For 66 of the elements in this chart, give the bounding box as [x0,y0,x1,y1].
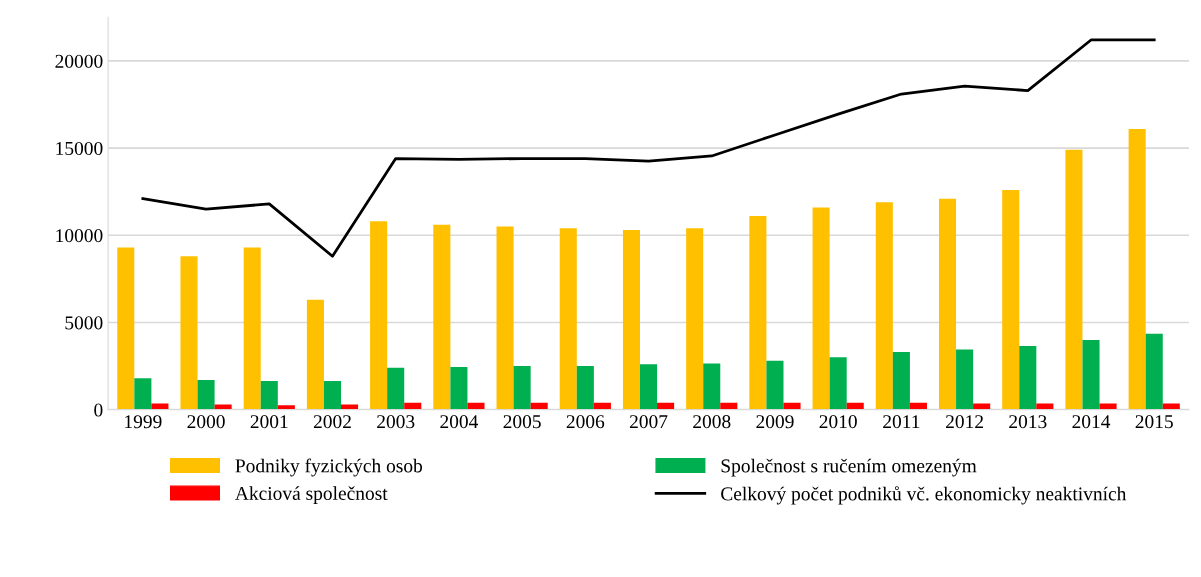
x-tick-label: 2007 [629,415,668,429]
bar [134,378,152,410]
x-tick-label: 1999 [125,415,162,429]
x-tick-label: 2001 [250,415,288,429]
bar [341,404,359,410]
x-tick-label: 2013 [1009,415,1047,429]
x-tick-label: 2002 [313,415,351,429]
bar [829,357,847,410]
bar [640,364,658,410]
y-tick-label: 0 [94,403,103,417]
bar [214,404,232,410]
line-series [141,38,1156,258]
legend-label: Podniky fyzických osob [235,458,423,477]
bar [1019,346,1037,410]
legend-label: Společnost s ručením omezeným [721,458,977,477]
bar [467,402,485,410]
x-tick-label: 2010 [819,415,857,429]
bar [812,207,830,410]
x-tick-label: 2004 [440,415,479,429]
bar [306,299,324,410]
bar [496,226,514,410]
x-tick-label: 2003 [377,415,415,429]
bar [875,202,893,410]
bar [433,224,451,410]
x-tick-label: 2014 [1072,415,1111,429]
bar [277,405,295,410]
legend-label: Celkový počet podniků vč. ekonomicky neaktivních [721,486,1127,505]
bar [1145,333,1163,410]
bar [766,360,784,410]
bar [703,363,721,410]
bar [749,216,767,410]
bar [559,228,577,410]
bar [387,367,405,410]
bar [513,366,531,410]
y-tick-label: 20000 [55,54,103,68]
bar [892,352,910,410]
x-tick-label: 2009 [756,415,794,429]
bar [197,380,215,410]
bar [180,256,198,410]
bar [370,221,388,410]
bar [1065,149,1083,410]
y-tick-label: 5000 [65,316,103,330]
x-tick-label: 2005 [503,415,541,429]
bar [1082,339,1100,410]
bar [117,247,135,410]
x-tick-label: 2012 [946,415,983,429]
bar [783,402,801,410]
x-tick-label: 2006 [566,415,605,429]
legend-label: Akciová společnost [235,486,388,504]
bar [576,366,594,410]
bar [260,380,278,410]
bar [938,198,957,410]
bar [323,380,342,410]
y-tick-label: 10000 [56,229,103,243]
bar [1002,189,1020,410]
x-tick-label: 2008 [693,415,731,429]
x-tick-label: 2015 [1135,415,1173,429]
x-tick-label: 2000 [187,415,225,429]
bar [686,228,704,410]
bar [450,366,468,410]
bar [243,247,261,410]
bar [622,230,641,410]
y-tick-label: 15000 [56,141,103,156]
bar [1128,128,1146,410]
bar [956,349,974,410]
x-tick-label: 2011 [883,415,920,429]
